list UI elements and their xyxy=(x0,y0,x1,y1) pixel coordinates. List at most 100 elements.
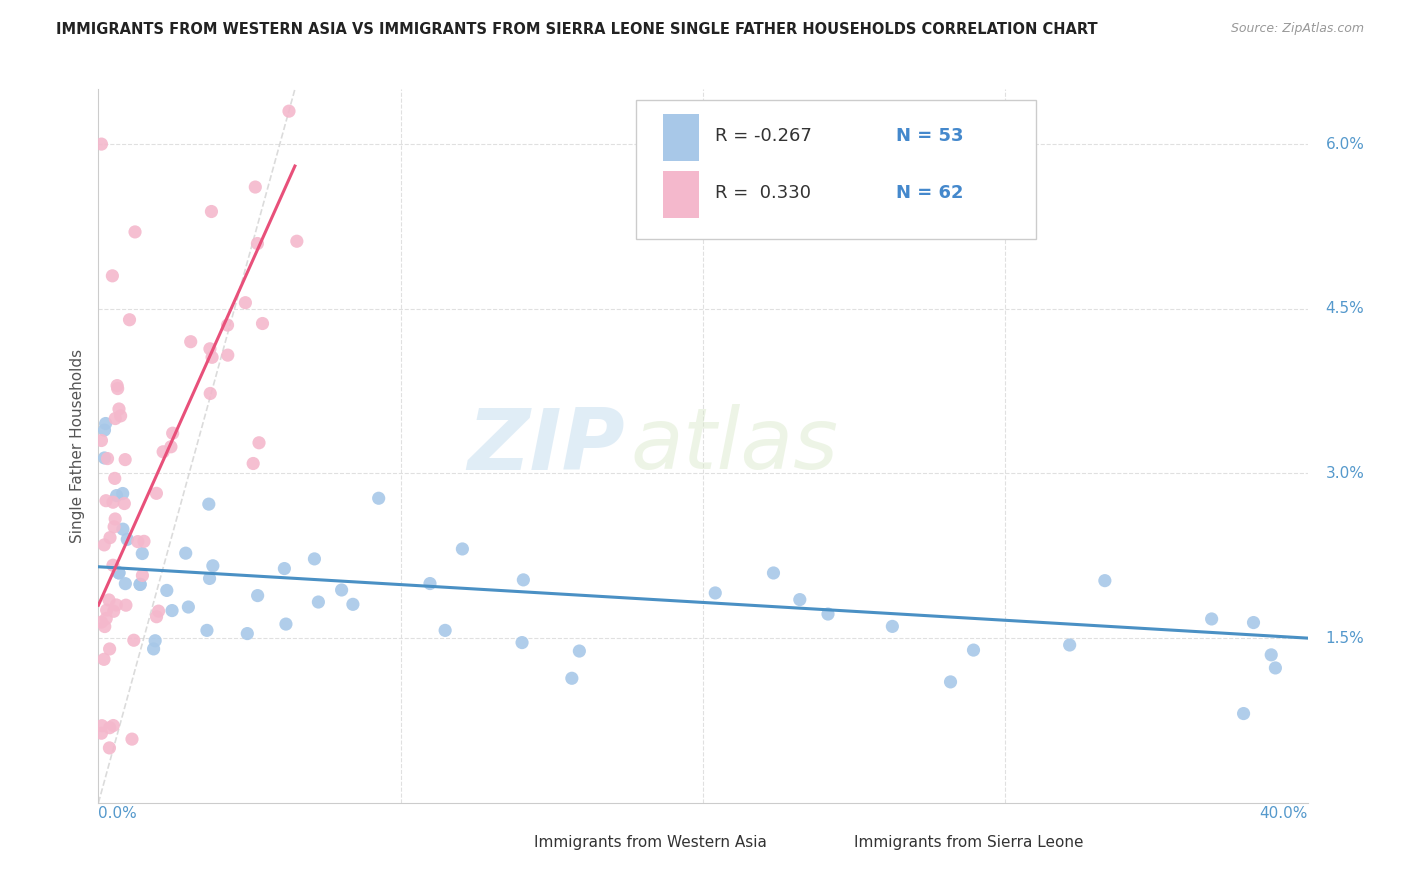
Point xyxy=(245,180,267,194)
Point xyxy=(129,577,152,591)
Text: 3.0%: 3.0% xyxy=(1326,466,1365,481)
Point xyxy=(104,512,127,526)
Point xyxy=(148,604,170,618)
Point xyxy=(96,451,118,466)
Point xyxy=(101,558,124,573)
Point xyxy=(90,615,112,629)
Point xyxy=(108,402,131,417)
Point xyxy=(90,434,112,448)
Point xyxy=(762,566,785,580)
Point xyxy=(93,450,115,465)
Point xyxy=(510,635,533,649)
Point xyxy=(93,423,115,437)
Point xyxy=(246,236,269,251)
Point xyxy=(145,486,167,500)
Point xyxy=(114,576,136,591)
Point xyxy=(235,295,257,310)
Point xyxy=(118,312,141,326)
Point xyxy=(103,604,125,618)
FancyBboxPatch shape xyxy=(664,114,699,161)
Point xyxy=(112,497,135,511)
Text: ZIP: ZIP xyxy=(467,404,624,488)
Point xyxy=(98,740,121,755)
Point xyxy=(419,576,441,591)
Point xyxy=(200,204,222,219)
Point xyxy=(162,426,184,441)
Point xyxy=(156,583,179,598)
Point xyxy=(93,652,115,666)
Point xyxy=(201,558,224,573)
Point xyxy=(1201,612,1223,626)
Point xyxy=(111,522,134,536)
Point xyxy=(143,633,166,648)
Point xyxy=(121,732,143,747)
Point xyxy=(90,719,112,733)
Point xyxy=(180,334,202,349)
Point xyxy=(1059,638,1081,652)
Point xyxy=(129,577,152,591)
Point xyxy=(93,538,115,552)
Point xyxy=(114,452,136,467)
Text: Immigrants from Western Asia: Immigrants from Western Asia xyxy=(534,835,766,849)
Point xyxy=(111,486,134,500)
Point xyxy=(105,598,128,612)
Point xyxy=(94,417,117,431)
Point xyxy=(107,382,129,396)
Point xyxy=(132,534,155,549)
Point xyxy=(96,611,118,625)
Point xyxy=(97,593,120,607)
Text: 4.5%: 4.5% xyxy=(1326,301,1364,317)
Point xyxy=(117,533,139,547)
Point xyxy=(131,568,153,582)
Point xyxy=(127,534,149,549)
Point xyxy=(307,595,329,609)
Text: IMMIGRANTS FROM WESTERN ASIA VS IMMIGRANTS FROM SIERRA LEONE SINGLE FATHER HOUSE: IMMIGRANTS FROM WESTERN ASIA VS IMMIGRAN… xyxy=(56,22,1098,37)
Text: N = 62: N = 62 xyxy=(897,184,965,202)
Point xyxy=(103,520,125,534)
Point xyxy=(177,600,200,615)
Point xyxy=(160,440,183,454)
Text: N = 53: N = 53 xyxy=(897,127,965,145)
FancyBboxPatch shape xyxy=(818,828,845,856)
Text: 1.5%: 1.5% xyxy=(1326,631,1364,646)
Point xyxy=(115,598,138,612)
Point xyxy=(142,641,165,656)
FancyBboxPatch shape xyxy=(664,171,699,218)
Point xyxy=(434,624,457,638)
Point xyxy=(217,348,239,362)
Point xyxy=(789,592,811,607)
Point xyxy=(1260,648,1282,662)
Point xyxy=(367,491,389,506)
Point xyxy=(304,552,326,566)
Point xyxy=(104,411,127,425)
Point xyxy=(105,489,128,503)
Point xyxy=(195,624,218,638)
Point xyxy=(90,726,112,740)
Text: 0.0%: 0.0% xyxy=(98,806,138,822)
Point xyxy=(1243,615,1265,630)
Point xyxy=(174,546,197,560)
Point xyxy=(252,317,274,331)
Point xyxy=(198,497,221,511)
Point xyxy=(247,435,270,450)
Point xyxy=(200,386,222,401)
Point xyxy=(962,643,984,657)
Point xyxy=(817,607,839,621)
Point xyxy=(278,104,301,119)
Point xyxy=(1232,706,1254,721)
Point xyxy=(108,566,131,580)
Point xyxy=(236,626,259,640)
Point xyxy=(561,671,583,685)
Text: R = -0.267: R = -0.267 xyxy=(716,127,813,145)
FancyBboxPatch shape xyxy=(498,828,524,856)
Point xyxy=(198,571,221,585)
Point xyxy=(98,642,121,657)
Point xyxy=(105,378,128,392)
Point xyxy=(568,644,591,658)
Point xyxy=(101,268,124,283)
Point xyxy=(217,318,239,332)
Text: 6.0%: 6.0% xyxy=(1326,136,1365,152)
Point xyxy=(198,342,221,356)
Point xyxy=(108,566,131,580)
Point xyxy=(110,409,132,423)
